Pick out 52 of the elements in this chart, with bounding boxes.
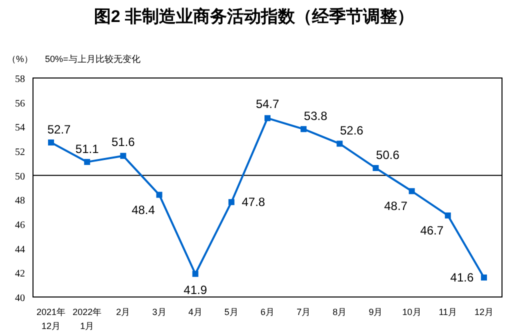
- y-tick-label: 42: [15, 268, 25, 280]
- y-tick-label: 48: [15, 196, 25, 207]
- point: [372, 165, 379, 172]
- chart-title: 图2 非制造业商务活动指数（经季节调整）: [94, 7, 414, 26]
- data-label: 48.4: [132, 202, 156, 217]
- data-label: 52.6: [340, 124, 364, 138]
- x-tick-label: 12月: [474, 307, 494, 317]
- x-tick-label: 10月: [402, 307, 422, 317]
- data-label: 47.8: [242, 195, 266, 210]
- x-tick-label: 8月: [332, 307, 347, 317]
- data-label: 51.6: [112, 134, 136, 149]
- y-tick-label: 56: [15, 98, 25, 110]
- x-tick-label: 7月: [296, 307, 311, 317]
- point: [336, 140, 343, 147]
- point: [300, 126, 307, 132]
- x-tick-label: 3月: [152, 307, 166, 317]
- y-tick-label: 58: [15, 74, 25, 85]
- point: [408, 188, 415, 194]
- x-tick-label: 11月: [438, 307, 458, 317]
- y-tick-label: 54: [15, 122, 25, 134]
- x-tick-label: 4月: [188, 307, 202, 317]
- data-label: 41.6: [450, 270, 474, 285]
- x-tick-label: 9月: [368, 307, 383, 317]
- point: [192, 270, 198, 277]
- x-tick-label: 6月: [260, 307, 275, 317]
- data-label: 54.7: [256, 97, 280, 112]
- point: [264, 115, 270, 122]
- x-tick-label: 2022年 1月: [72, 307, 102, 331]
- data-label: 53.8: [304, 109, 328, 124]
- point: [48, 139, 54, 146]
- y-tick-label: 46: [15, 220, 25, 231]
- y-tick-label: 44: [15, 244, 25, 256]
- point: [228, 199, 234, 206]
- x-tick-label: 2021年 12月: [36, 307, 66, 331]
- x-tick-label: 2月: [116, 307, 130, 317]
- data-label: 51.1: [75, 142, 100, 156]
- y-tick-label: 50: [15, 171, 25, 182]
- point: [156, 192, 162, 198]
- x-tick-label: 5月: [224, 307, 238, 317]
- y-tick-label: 40: [15, 293, 25, 304]
- text: 50%=与上月比较无变化: [45, 54, 140, 64]
- y-axis-title: （%）: [6, 54, 34, 64]
- data-label: 50.6: [376, 148, 400, 162]
- point: [84, 158, 90, 165]
- point: [480, 274, 487, 281]
- data-label: 48.7: [384, 199, 408, 214]
- data-label: 46.7: [420, 223, 444, 238]
- data-label: 41.9: [184, 282, 208, 297]
- point: [444, 212, 451, 218]
- data-label: 52.7: [47, 122, 72, 136]
- point: [120, 152, 126, 159]
- y-tick-label: 52: [15, 147, 25, 158]
